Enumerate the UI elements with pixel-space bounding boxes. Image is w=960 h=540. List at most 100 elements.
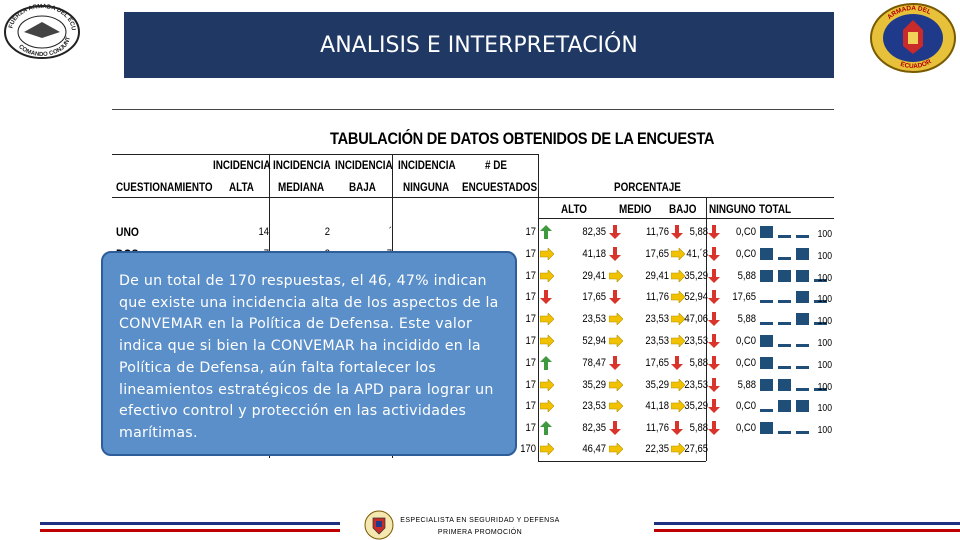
trend-arrow-bajo-icon [670,399,686,414]
total-pct-bajo: 27,65 [684,443,708,455]
cell-total: 100 [817,316,832,328]
navy-logo: ARMADA DEL ECUADOR [870,3,956,73]
trend-arrow-medio-icon [608,334,624,348]
interpretation-callout: De un total de 170 respuestas, el 46, 47… [101,251,517,456]
cell-pct-medio: 35,29 [645,378,669,391]
mini-bar [760,269,773,282]
trend-arrow-ninguno-icon [708,334,720,348]
cell-encuestados: 17 [525,378,536,391]
header-encuestados-1: # DE [485,160,507,172]
cell-pct-ninguno: 0,C0 [736,335,756,347]
trend-arrow-alto-icon [539,399,555,414]
cell-total: 100 [817,294,832,306]
trend-arrow-medio-icon [608,268,624,283]
mini-bar [778,235,791,238]
footer-line-2: PRIMERA PROMOCIÓN [437,529,523,536]
mini-bar [760,226,773,238]
header-alta-2: ALTA [229,182,254,194]
cell-total: 100 [817,359,832,371]
header-total: TOTAL [759,204,792,216]
cell-pct-medio: 11,76 [646,291,669,304]
mini-bar [778,300,791,304]
trend-arrow-bajo-icon [671,421,683,436]
trend-arrow-bajo-icon [671,355,683,370]
cell-pct-alto: 23,53 [582,400,606,413]
cell-pct-ninguno: 17,65 [732,291,756,304]
cell-encuestados: 17 [525,422,536,435]
mini-bar [760,322,773,326]
cell-pct-alto: 23,53 [582,313,606,326]
mini-bar [778,344,791,347]
cell-pct-medio: 17,65 [645,247,669,260]
cell-pct-ninguno: 5,88 [737,378,756,391]
mini-bar [760,335,773,347]
footer-caption: ESPECIALISTA EN SEGURIDAD Y DEFENSA PRIM… [400,515,560,539]
mini-bar [796,431,809,435]
cell-pct-alto: 17,65 [582,291,606,304]
cell-pct-medio: 23,53 [645,313,669,326]
cell-pct-ninguno: 5,88 [737,269,756,282]
cell-pct-medio: 41,18 [645,400,669,413]
cell-pct-bajo: 52,94 [684,291,708,304]
mini-bar [796,247,809,260]
cell-encuestados: 17 [525,291,536,304]
cell-pct-bajo: 35,29 [684,400,708,413]
mini-bar [760,300,773,304]
mini-bar [796,387,809,391]
header-mediana-1: INCIDENCIA [273,160,331,172]
trend-arrow-bajo-icon [670,377,686,392]
header-medio: MEDIO [619,204,652,216]
mini-bar [796,400,809,413]
trend-arrow-alto-icon [539,312,555,326]
cell-pct-medio: 11,76 [646,422,669,435]
cell-alta: 14 [258,226,269,238]
header-baja-1: INCIDENCIA [335,160,393,172]
cell-pct-alto: 29,41 [582,269,606,282]
trend-arrow-alto-icon [539,334,555,348]
header-mediana-2: MEDIANA [278,182,325,194]
cell-pct-bajo: 23,53 [684,335,708,347]
cell-total: 100 [817,403,832,415]
cell-pct-alto: 52,94 [582,335,606,347]
cell-pct-alto: 82,35 [582,226,606,238]
cell-pct-ninguno: 0,C0 [736,247,756,260]
cell-pct-ninguno: 0,C0 [736,400,756,413]
trend-arrow-ninguno-icon [708,268,720,283]
mini-bar [814,278,827,282]
cell-total: 100 [817,381,832,393]
mini-bar [760,378,773,391]
trend-arrow-total-bajo-icon [670,442,686,456]
mini-bar [796,313,809,326]
total-pct-alto: 46,47 [582,443,606,455]
top-divider [112,109,834,110]
cell-encuestados: 17 [525,335,536,347]
cell-pct-medio: 29,41 [645,269,669,282]
cell-pct-bajo: 5,88 [689,422,708,435]
cell-pct-bajo: 5,88 [689,226,708,238]
trend-arrow-alto-icon [540,421,552,436]
cell-total: 100 [817,338,832,349]
cell-pct-medio: 11,76 [646,226,669,238]
cell-pct-alto: 41,18 [582,247,606,260]
trend-arrow-alto-icon [540,225,552,239]
mini-bar [778,256,791,260]
trend-arrow-medio-icon [609,290,621,305]
header-alta-1: INCIDENCIA [213,160,271,172]
cell-pct-ninguno: 5,88 [737,313,756,326]
mini-bar [760,247,773,260]
cell-pct-ninguno: 0,C0 [736,226,756,238]
trend-arrow-alto-icon [539,268,555,283]
page-title: ANALISIS E INTERPRETACIÓN [320,32,638,58]
cell-encuestados: 17 [525,226,536,238]
trend-arrow-bajo-icon [670,268,686,283]
trend-arrow-medio-icon [608,399,624,414]
table-title: TABULACIÓN DE DATOS OBTENIDOS DE LA ENCU… [330,129,715,148]
mini-bar [796,291,809,304]
trend-arrow-medio-icon [609,355,621,370]
trend-arrow-ninguno-icon [708,399,720,414]
trend-arrow-ninguno-icon [708,377,720,392]
cell-total: 100 [817,425,832,437]
total-pct-medio: 22,35 [645,443,669,455]
trend-arrow-ninguno-icon [708,312,720,327]
header-alto: ALTO [561,204,588,216]
